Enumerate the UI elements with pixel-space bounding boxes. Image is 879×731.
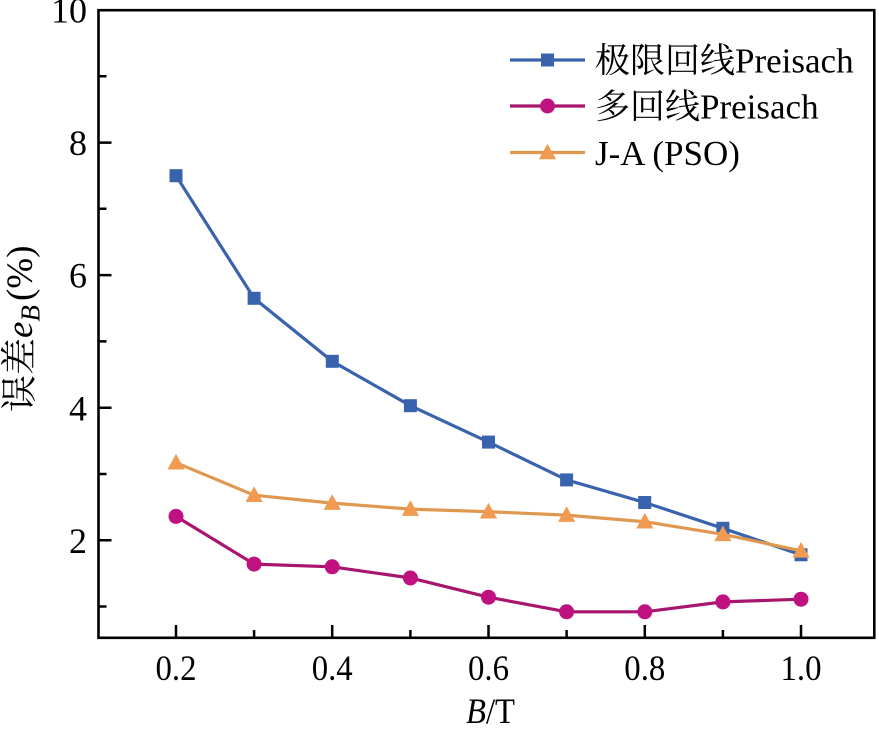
svg-text:0.2: 0.2 — [156, 648, 197, 688]
svg-text:0.4: 0.4 — [312, 648, 353, 688]
svg-text:Preisach: Preisach — [700, 88, 819, 127]
svg-text:10: 10 — [51, 0, 87, 31]
svg-text:0.6: 0.6 — [468, 648, 509, 688]
svg-text:2: 2 — [69, 521, 87, 561]
svg-text:0.8: 0.8 — [624, 648, 665, 688]
svg-text:6: 6 — [69, 256, 87, 296]
svg-text:1.0: 1.0 — [781, 648, 822, 688]
svg-text:8: 8 — [69, 123, 87, 163]
svg-text:(%): (%) — [0, 246, 41, 301]
svg-text:J-A (PSO): J-A (PSO) — [595, 134, 740, 173]
svg-text:4: 4 — [69, 388, 87, 428]
svg-text:B/T: B/T — [466, 691, 515, 726]
svg-text:Preisach: Preisach — [735, 42, 854, 81]
